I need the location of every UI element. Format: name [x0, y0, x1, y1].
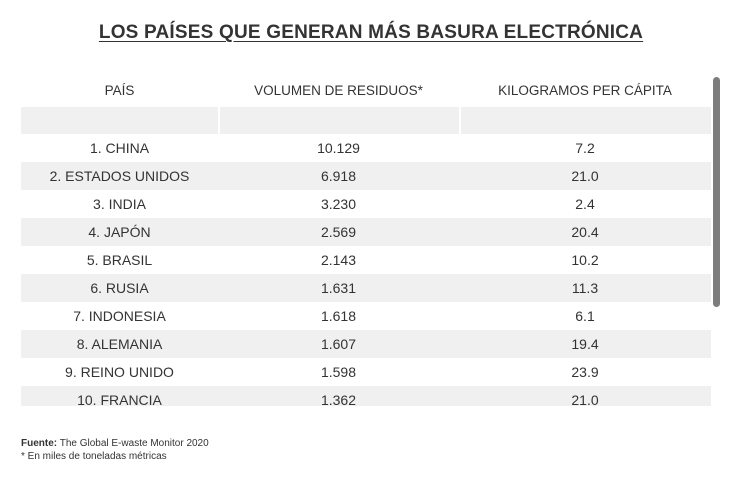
cell-kg-per-capita: 23.9 — [571, 364, 599, 380]
cell-kg-per-capita: 10.2 — [571, 252, 599, 268]
source-line: Fuente: The Global E-waste Monitor 2020 — [21, 437, 209, 450]
scrollbar-thumb[interactable] — [713, 77, 720, 307]
cell-kg-per-capita: 2.4 — [575, 196, 595, 212]
table-row: 6. RUSIA 1.631 11.3 — [21, 274, 711, 302]
cell-volume: 1.362 — [218, 386, 459, 406]
data-table: PAÍS VOLUMEN DE RESIDUOS* KILOGRAMOS PER… — [21, 76, 711, 406]
cell-country: 5. BRASIL — [86, 252, 153, 268]
table-row: 9. REINO UNIDO 1.598 23.9 — [21, 358, 711, 386]
cell-country: 4. JAPÓN — [21, 218, 218, 246]
cell-kg-per-capita: 19.4 — [459, 330, 711, 358]
cell-kg-per-capita: 11.3 — [459, 274, 711, 302]
cell-country: 8. ALEMANIA — [21, 330, 218, 358]
source-text: The Global E-waste Monitor 2020 — [59, 438, 209, 449]
cell-country: 3. INDIA — [93, 196, 146, 212]
cell-volume: 6.918 — [218, 162, 459, 190]
cell-kg-per-capita: 21.0 — [459, 386, 711, 406]
chart-title: LOS PAÍSES QUE GENERAN MÁS BASURA ELECTR… — [0, 22, 742, 44]
empty-row — [21, 107, 711, 134]
footer: Fuente: The Global E-waste Monitor 2020 … — [21, 437, 209, 463]
spacer-gap — [21, 104, 711, 107]
cell-kg-per-capita: 20.4 — [459, 218, 711, 246]
cell-volume: 3.230 — [320, 196, 357, 212]
table-row: 4. JAPÓN 2.569 20.4 — [21, 218, 711, 246]
column-header-volume: VOLUMEN DE RESIDUOS* — [254, 82, 423, 98]
cell-kg-per-capita: 21.0 — [459, 162, 711, 190]
cell-country: 1. CHINA — [89, 140, 150, 156]
cell-volume: 1.631 — [218, 274, 459, 302]
cell-volume: 2.569 — [218, 218, 459, 246]
cell-volume: 1.598 — [320, 364, 357, 380]
table-row: 5. BRASIL 2.143 10.2 — [21, 246, 711, 274]
footnote: * En miles de toneladas métricas — [21, 451, 167, 462]
table-row: 1. CHINA 10.129 7.2 — [21, 134, 711, 162]
cell-country: 9. REINO UNIDO — [65, 364, 174, 380]
cell-volume: 10.129 — [317, 140, 360, 156]
cell-kg-per-capita: 6.1 — [575, 308, 595, 324]
header-row: PAÍS VOLUMEN DE RESIDUOS* KILOGRAMOS PER… — [21, 76, 711, 104]
source-label: Fuente: — [21, 438, 58, 449]
cell-country: 2. ESTADOS UNIDOS — [21, 162, 218, 190]
empty-cell — [21, 107, 218, 134]
cell-volume: 2.143 — [320, 252, 357, 268]
empty-cell — [459, 107, 711, 134]
table-row: 3. INDIA 3.230 2.4 — [21, 190, 711, 218]
table-row: 2. ESTADOS UNIDOS 6.918 21.0 — [21, 162, 711, 190]
cell-volume: 1.618 — [320, 308, 357, 324]
empty-cell — [218, 107, 459, 134]
cell-kg-per-capita: 7.2 — [575, 140, 595, 156]
table-row: 10. FRANCIA 1.362 21.0 — [21, 386, 711, 406]
table-row: 7. INDONESIA 1.618 6.1 — [21, 302, 711, 330]
table-container[interactable]: PAÍS VOLUMEN DE RESIDUOS* KILOGRAMOS PER… — [21, 76, 711, 406]
cell-country: 6. RUSIA — [21, 274, 218, 302]
table-row: 8. ALEMANIA 1.607 19.4 — [21, 330, 711, 358]
cell-volume: 1.607 — [218, 330, 459, 358]
cell-country: 7. INDONESIA — [73, 308, 166, 324]
cell-country: 10. FRANCIA — [21, 386, 218, 406]
column-header-country: PAÍS — [104, 82, 135, 98]
chart-title-text: LOS PAÍSES QUE GENERAN MÁS BASURA ELECTR… — [98, 22, 644, 43]
column-header-kg-per-capita: KILOGRAMOS PER CÁPITA — [498, 82, 672, 98]
